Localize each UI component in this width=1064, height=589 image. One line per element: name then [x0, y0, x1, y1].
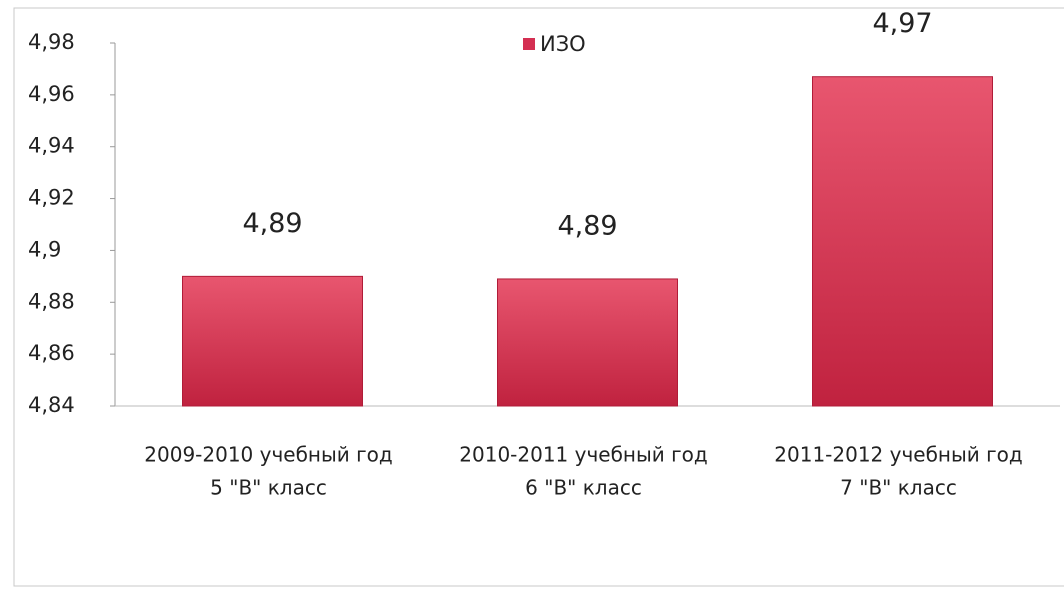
y-tick-label: 4,94 [28, 134, 75, 158]
y-tick-label: 4,96 [28, 82, 75, 106]
y-tick-label: 4,98 [28, 30, 75, 54]
data-label: 4,97 [872, 8, 932, 39]
x-tick-label: 6 "В" класс [525, 476, 642, 500]
data-label: 4,89 [557, 210, 617, 241]
legend-swatch [523, 38, 535, 50]
chart-frame [13, 7, 1064, 587]
data-label: 4,89 [242, 208, 302, 239]
y-tick-label: 4,84 [28, 393, 75, 417]
bar [497, 278, 678, 407]
y-tick-label: 4,92 [28, 186, 75, 210]
x-tick-label: 2009-2010 учебный год [144, 443, 392, 467]
bar [812, 76, 993, 407]
x-tick-label: 7 "В" класс [840, 476, 957, 500]
x-tick-label: 2011-2012 учебный год [774, 443, 1022, 467]
x-tick-label: 2010-2011 учебный год [459, 443, 707, 467]
x-tick-label: 5 "В" класс [210, 476, 327, 500]
y-tick-label: 4,9 [28, 237, 61, 261]
legend-label: ИЗО [540, 32, 586, 56]
y-tick-label: 4,88 [28, 289, 75, 313]
bar [182, 275, 363, 407]
y-tick-label: 4,86 [28, 341, 75, 365]
